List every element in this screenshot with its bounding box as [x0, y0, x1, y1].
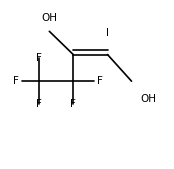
Text: F: F: [97, 76, 103, 86]
Text: F: F: [13, 76, 18, 86]
Text: F: F: [36, 53, 42, 63]
Text: OH: OH: [41, 13, 57, 23]
Text: I: I: [106, 28, 109, 38]
Text: F: F: [36, 99, 42, 110]
Text: F: F: [70, 99, 76, 110]
Text: OH: OH: [140, 94, 156, 104]
